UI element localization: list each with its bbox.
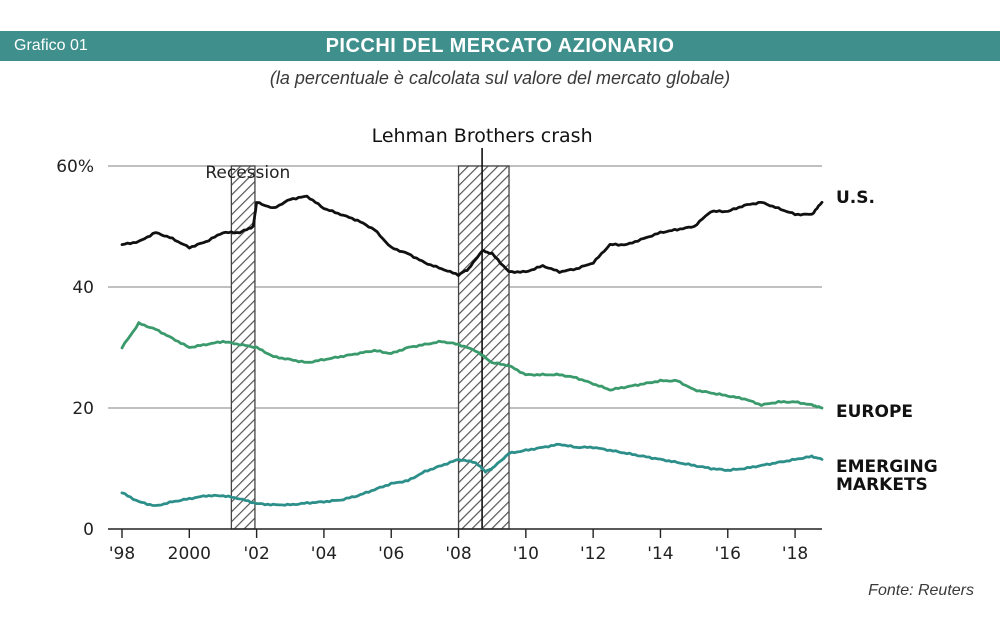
series-label-us: U.S. [836, 188, 875, 208]
title-banner: Grafico 01 PICCHI DEL MERCATO AZIONARIO [0, 31, 1000, 61]
series-label-europe: EUROPE [836, 402, 913, 422]
x-tick-label: '12 [580, 544, 606, 564]
series-line-emerging-markets [120, 442, 824, 507]
recession-label: Recession [205, 163, 290, 183]
chart-number: Grafico 01 [14, 37, 88, 54]
x-tick-label: '16 [715, 544, 741, 564]
x-tick-label: 2000 [168, 544, 211, 564]
y-tick-label: 40 [72, 278, 94, 298]
series-label-emerging-markets: EMERGING MARKETS [836, 457, 938, 495]
x-tick-label: '98 [109, 544, 135, 564]
x-tick-label: '14 [647, 544, 673, 564]
series-label-line: EMERGING [836, 457, 938, 477]
chart-subtitle: (la percentuale è calcolata sul valore d… [269, 68, 731, 88]
y-tick-label: 20 [72, 399, 94, 419]
chart-title: PICCHI DEL MERCATO AZIONARIO [325, 35, 675, 57]
x-tick-label: '04 [311, 544, 337, 564]
x-tick-label: '18 [782, 544, 808, 564]
x-tick-label: '10 [513, 544, 539, 564]
y-tick-label: 60% [56, 157, 94, 177]
x-tick-label: '02 [243, 544, 269, 564]
event-label: Lehman Brothers crash [372, 125, 593, 147]
source-note: Fonte: Reuters [868, 582, 974, 599]
series-line-europe [120, 321, 824, 410]
series-label-line: MARKETS [836, 475, 928, 495]
series-line-us [120, 194, 824, 277]
x-tick-label: '06 [378, 544, 404, 564]
y-tick-label: 0 [83, 520, 94, 540]
x-tick-label: '08 [445, 544, 471, 564]
